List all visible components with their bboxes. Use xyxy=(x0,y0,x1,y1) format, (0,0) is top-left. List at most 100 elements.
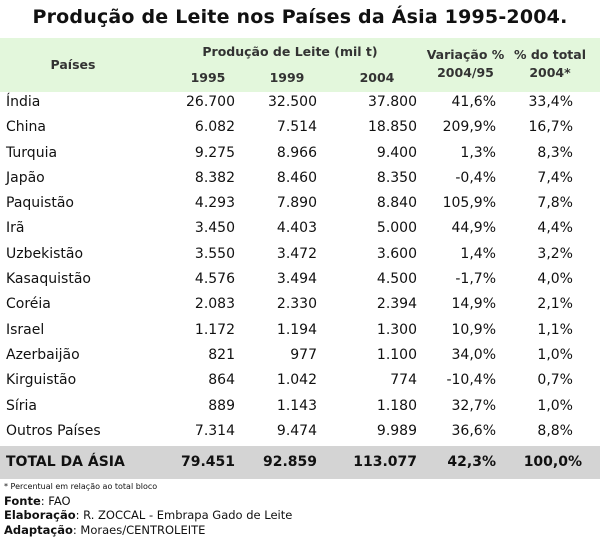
value-1999-cell: 3.472 xyxy=(276,245,317,262)
pct-total-cell: 1,0% xyxy=(537,397,573,414)
value-1999-cell: 977 xyxy=(290,346,317,363)
pct-total-cell: 8,3% xyxy=(537,144,573,161)
pct-total-cell: 3,2% xyxy=(537,245,573,262)
total-2004: 113.077 xyxy=(353,454,417,470)
value-2004-cell: 9.989 xyxy=(376,422,417,439)
pct-total-cell: 16,7% xyxy=(528,119,573,136)
value-1999-cell: 4.403 xyxy=(276,220,317,237)
header-pct-total: % do total xyxy=(513,47,587,62)
value-1999-cell: 8.966 xyxy=(276,144,317,161)
elaboration-label: Elaboração xyxy=(4,508,76,522)
table-row: Outros Países 7.314 9.474 9.989 36,6% 8,8% xyxy=(0,420,600,445)
country-cell: Irã xyxy=(6,220,25,237)
elaboration-line: Elaboração: R. ZOCCAL - Embrapa Gado de … xyxy=(4,508,292,522)
total-pct: 100,0% xyxy=(523,454,582,470)
header-pct-total-year: 2004* xyxy=(529,65,571,80)
value-1995-cell: 26.700 xyxy=(186,94,235,110)
header-variacao: Variação % xyxy=(426,47,505,62)
country-cell: Síria xyxy=(6,397,38,414)
table-row: Japão 8.382 8.460 8.350 -0,4% 7,4% xyxy=(0,167,600,192)
value-1995-cell: 7.314 xyxy=(194,422,235,439)
value-2004-cell: 18.850 xyxy=(368,119,417,136)
value-1995-cell: 2.083 xyxy=(194,296,235,313)
table-row: Turquia 9.275 8.966 9.400 1,3% 8,3% xyxy=(0,142,600,167)
value-1995-cell: 3.550 xyxy=(194,245,235,262)
value-1999-cell: 9.474 xyxy=(276,422,317,439)
variacao-cell: -1,7% xyxy=(455,271,496,288)
pct-total-cell: 7,8% xyxy=(537,195,573,212)
variacao-cell: 41,6% xyxy=(451,94,496,110)
value-1999-cell: 1.143 xyxy=(276,397,317,414)
variacao-cell: 10,9% xyxy=(451,321,496,338)
pct-total-cell: 8,8% xyxy=(537,422,573,439)
source-value: : FAO xyxy=(40,494,71,508)
header-year-2004: 2004 xyxy=(359,70,395,85)
table-row: Kasaquistão 4.576 3.494 4.500 -1,7% 4,0% xyxy=(0,268,600,293)
pct-total-cell: 1,0% xyxy=(537,346,573,363)
value-1999-cell: 32.500 xyxy=(268,94,317,110)
country-cell: Índia xyxy=(6,94,41,110)
value-1999-cell: 1.194 xyxy=(276,321,317,338)
value-2004-cell: 37.800 xyxy=(368,94,417,110)
adaptation-line: Adaptação: Moraes/CENTROLEITE xyxy=(4,523,205,537)
variacao-cell: 105,9% xyxy=(442,195,496,212)
value-1999-cell: 7.514 xyxy=(276,119,317,136)
country-cell: Paquistão xyxy=(6,195,74,212)
source-label: Fonte xyxy=(4,494,41,508)
header-paises: Países xyxy=(50,57,96,72)
pct-total-cell: 7,4% xyxy=(537,169,573,186)
pct-total-cell: 4,4% xyxy=(537,220,573,237)
value-1999-cell: 2.330 xyxy=(276,296,317,313)
table-row: Coréia 2.083 2.330 2.394 14,9% 2,1% xyxy=(0,293,600,318)
header-variacao-period: 2004/95 xyxy=(437,65,494,80)
pct-total-cell: 1,1% xyxy=(537,321,573,338)
elaboration-value: : R. ZOCCAL - Embrapa Gado de Leite xyxy=(75,508,293,522)
variacao-cell: 44,9% xyxy=(451,220,496,237)
country-cell: Kasaquistão xyxy=(6,271,91,288)
value-1995-cell: 889 xyxy=(208,397,235,414)
variacao-cell: -10,4% xyxy=(446,372,496,389)
table-row: Azerbaijão 821 977 1.100 34,0% 1,0% xyxy=(0,344,600,369)
value-2004-cell: 9.400 xyxy=(376,144,417,161)
pct-total-cell: 4,0% xyxy=(537,271,573,288)
country-cell: China xyxy=(6,119,46,136)
value-2004-cell: 1.180 xyxy=(376,397,417,414)
variacao-cell: 14,9% xyxy=(451,296,496,313)
value-1995-cell: 9.275 xyxy=(194,144,235,161)
total-variacao: 42,3% xyxy=(447,454,496,470)
table-header: Países Produção de Leite (mil t) 1995 19… xyxy=(0,38,600,92)
value-2004-cell: 1.100 xyxy=(376,346,417,363)
value-1995-cell: 4.576 xyxy=(194,271,235,288)
pct-total-cell: 2,1% xyxy=(537,296,573,313)
value-2004-cell: 774 xyxy=(390,372,417,389)
value-1995-cell: 8.382 xyxy=(194,169,235,186)
variacao-cell: -0,4% xyxy=(455,169,496,186)
table-row: Kirguistão 864 1.042 774 -10,4% 0,7% xyxy=(0,369,600,394)
table-row: China 6.082 7.514 18.850 209,9% 16,7% xyxy=(0,116,600,141)
variacao-cell: 36,6% xyxy=(451,422,496,439)
variacao-cell: 1,4% xyxy=(460,245,496,262)
table-row: Israel 1.172 1.194 1.300 10,9% 1,1% xyxy=(0,319,600,344)
variacao-cell: 34,0% xyxy=(451,346,496,363)
table-body: Índia 26.700 32.500 37.800 41,6% 33,4% China 6.… xyxy=(0,91,600,445)
total-label: TOTAL DA ÁSIA xyxy=(6,454,125,470)
country-cell: Coréia xyxy=(6,296,51,313)
country-cell: Turquia xyxy=(6,144,58,161)
value-1999-cell: 3.494 xyxy=(276,271,317,288)
country-cell: Outros Países xyxy=(6,422,101,439)
country-cell: Azerbaijão xyxy=(6,346,80,363)
variacao-cell: 209,9% xyxy=(442,119,496,136)
adaptation-value: : Moraes/CENTROLEITE xyxy=(72,523,206,537)
value-1995-cell: 3.450 xyxy=(194,220,235,237)
value-2004-cell: 2.394 xyxy=(376,296,417,313)
country-cell: Israel xyxy=(6,321,45,338)
total-1995: 79.451 xyxy=(180,454,235,470)
country-cell: Japão xyxy=(6,169,45,186)
value-2004-cell: 8.840 xyxy=(376,195,417,212)
value-1999-cell: 7.890 xyxy=(276,195,317,212)
table-row: Irã 3.450 4.403 5.000 44,9% 4,4% xyxy=(0,217,600,242)
value-2004-cell: 8.350 xyxy=(376,169,417,186)
value-1999-cell: 1.042 xyxy=(276,372,317,389)
source-line: Fonte: FAO xyxy=(4,494,71,508)
table-row: Uzbekistão 3.550 3.472 3.600 1,4% 3,2% xyxy=(0,243,600,268)
